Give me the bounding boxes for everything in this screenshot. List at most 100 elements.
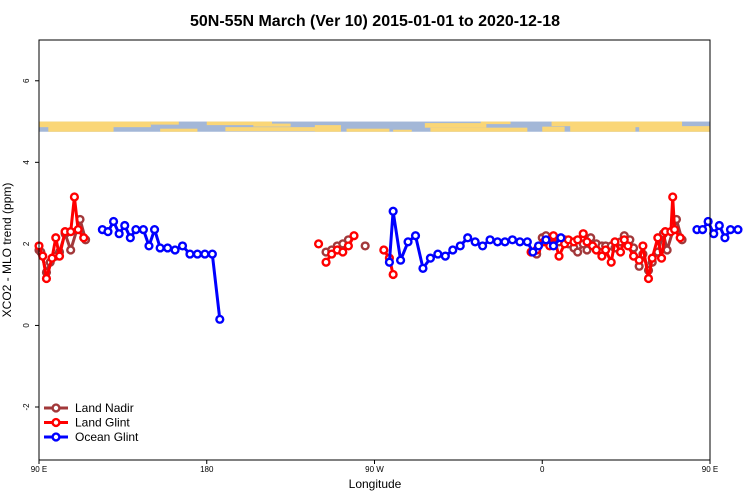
ocean-glint-point: [149, 225, 160, 235]
band-land: [160, 128, 198, 132]
land-glint-point: [615, 247, 626, 257]
ocean-glint-point: [703, 216, 713, 227]
y-tick-label: -2: [22, 403, 31, 411]
band-land: [607, 121, 683, 128]
ocean-glint-point: [697, 225, 708, 235]
x-tick-label: 180: [200, 465, 214, 474]
land-nadir-point: [66, 245, 76, 255]
band-land: [39, 121, 151, 128]
land-glint-point: [601, 245, 611, 255]
ocean-glint-point: [170, 245, 180, 255]
legend-ocean-glint-label: Ocean Glint: [75, 430, 139, 444]
land-glint-point: [54, 251, 65, 261]
land-glint-point: [606, 257, 616, 267]
ocean-glint-point: [207, 249, 217, 259]
land-glint-point: [591, 245, 601, 255]
band-land: [225, 127, 328, 132]
legend-land-glint-label: Land Glint: [75, 416, 130, 430]
ocean-glint-point: [125, 233, 135, 243]
band-land: [314, 125, 341, 132]
y-tick-label: 4: [22, 160, 31, 165]
ocean-glint-point: [425, 253, 436, 263]
land-nadir-point: [573, 247, 583, 257]
ocean-glint-point: [185, 249, 195, 259]
x-tick-label: 90 E: [31, 465, 47, 474]
land-glint-point: [643, 273, 654, 284]
series-layer: [34, 192, 743, 324]
ocean-glint-point: [192, 249, 203, 259]
land-glint-point: [343, 241, 354, 251]
ocean-glint-point: [515, 237, 525, 247]
ocean-glint-point: [384, 257, 395, 267]
ocean-glint-point: [440, 251, 450, 261]
legend-land-nadir-marker: [51, 403, 61, 413]
y-tick-label: 2: [22, 241, 31, 246]
ocean-glint-point: [533, 241, 544, 251]
land-glint-point: [578, 229, 588, 239]
land-glint-point: [69, 192, 80, 202]
band-ocean: [39, 121, 710, 132]
band-land: [480, 121, 511, 125]
y-tick-label: 0: [22, 323, 31, 328]
ocean-glint-point: [470, 237, 480, 247]
ocean-glint-point: [144, 241, 154, 251]
band-land: [551, 121, 608, 127]
land-glint-point: [379, 245, 389, 255]
ocean-glint-point: [114, 229, 124, 239]
land-glint-point: [675, 233, 685, 243]
land-glint-point: [66, 227, 76, 237]
land-glint-point: [38, 251, 48, 261]
land-glint-point: [653, 233, 663, 243]
land-glint-point: [321, 257, 331, 267]
ocean-glint-point: [103, 227, 113, 237]
land-nadir-point: [360, 241, 370, 251]
chart-title: 50N-55N March (Ver 10) 2015-01-01 to 202…: [190, 13, 560, 30]
ocean-glint-point: [548, 241, 559, 251]
land-glint-point: [668, 192, 678, 202]
band-land: [150, 121, 179, 125]
band-land: [570, 125, 636, 132]
ocean-glint-point: [463, 233, 473, 243]
ocean-glint-point: [200, 249, 210, 259]
band-land: [542, 126, 565, 132]
ocean-glint-point: [120, 220, 130, 231]
legend-ocean-glint-marker: [51, 432, 61, 442]
band-land: [346, 128, 390, 132]
ocean-glint-point: [155, 243, 165, 253]
land-glint-point: [349, 231, 359, 241]
land-glint-point: [338, 247, 348, 257]
land-glint-point: [634, 255, 644, 265]
land-glint-point: [623, 241, 633, 251]
y-axis-label: XCO2 - MLO trend (ppm): [0, 183, 14, 318]
land-glint-point: [656, 253, 667, 263]
ocean-glint-point: [528, 247, 538, 257]
land-glint-point: [41, 273, 52, 284]
x-tick-label: 90 W: [365, 465, 384, 474]
x-tick-label: 0: [540, 465, 545, 474]
ocean-glint-point: [163, 243, 173, 253]
ocean-glint-point: [500, 237, 510, 247]
ocean-glint-point: [455, 241, 465, 251]
land-glint-point: [548, 231, 559, 241]
land-ocean-band: [39, 121, 710, 132]
band-land: [393, 129, 412, 132]
land-glint-line: [37, 195, 85, 280]
land-glint-point: [73, 225, 83, 235]
ocean-glint-point: [485, 235, 495, 245]
ocean-glint-point: [138, 225, 148, 235]
ocean-glint-point: [403, 237, 413, 247]
land-glint-point: [619, 235, 629, 245]
land-glint-point: [388, 269, 398, 280]
land-glint-point: [597, 251, 607, 261]
land-glint-point: [554, 251, 564, 261]
ocean-glint-point: [478, 241, 488, 251]
land-nadir-point: [662, 245, 672, 255]
land-glint-point: [313, 239, 324, 249]
ocean-glint-point: [395, 255, 406, 265]
ocean-glint-point: [492, 237, 503, 247]
ocean-glint-point: [709, 229, 719, 239]
land-glint-point: [647, 253, 657, 263]
plot-frame: [38, 39, 711, 461]
